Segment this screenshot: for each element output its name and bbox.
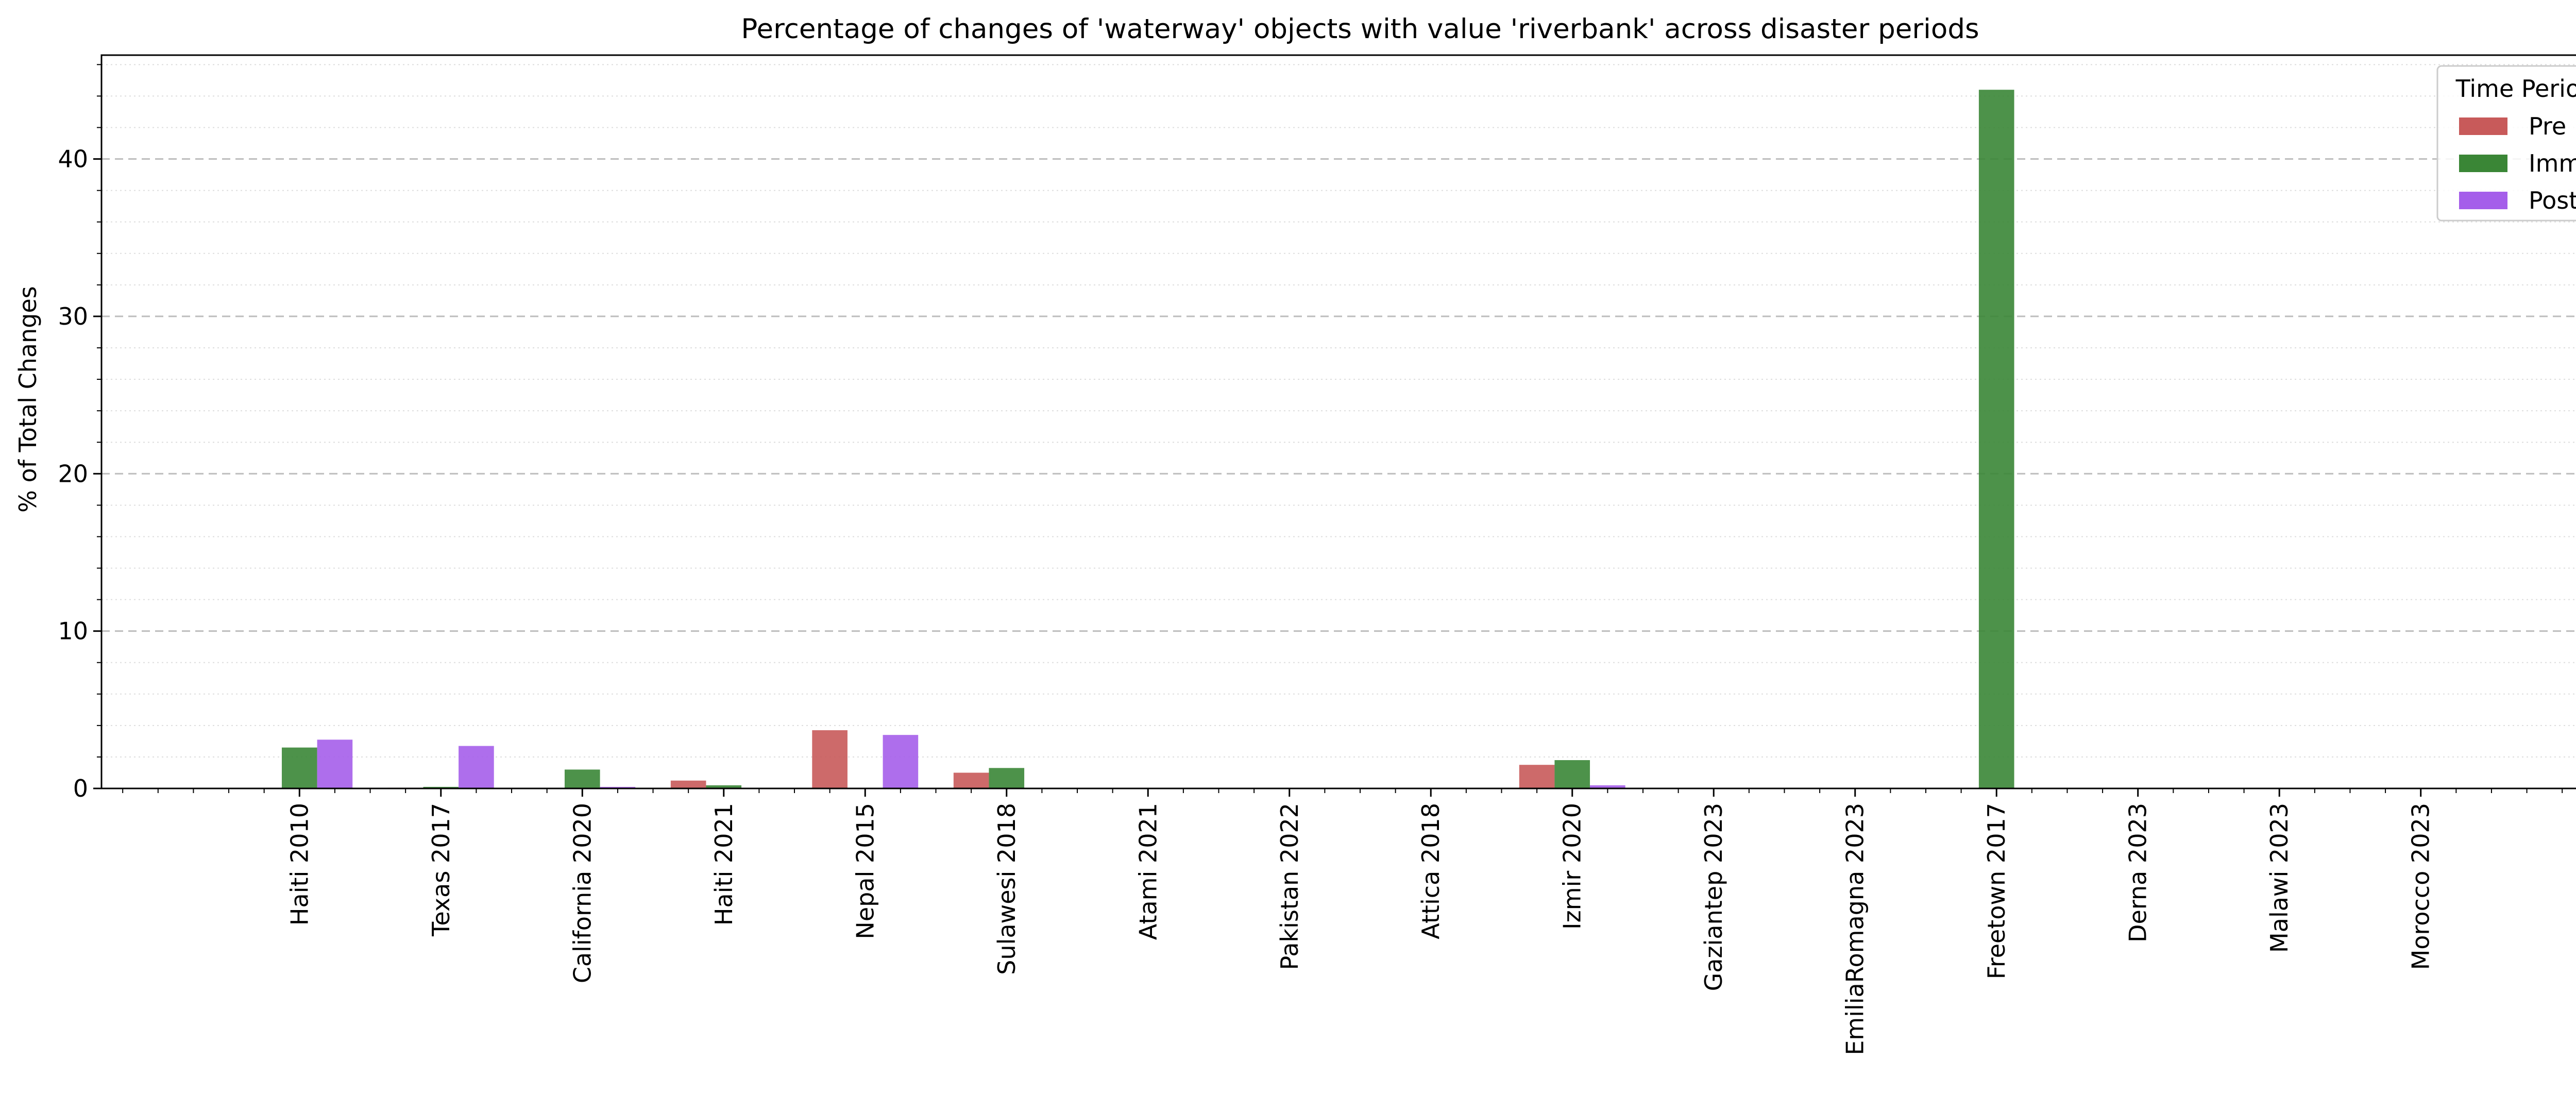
x-tick-label: Izmir 2020 — [1558, 803, 1586, 930]
x-tick-label: Derna 2023 — [2124, 803, 2152, 943]
x-tick-label: Nepal 2015 — [851, 803, 879, 939]
bar-pre — [670, 780, 706, 788]
legend-label-post: Post — [2529, 187, 2576, 214]
bar-pre — [812, 730, 848, 788]
bar-pre — [953, 772, 989, 788]
x-tick-label: Gaziantep 2023 — [1700, 803, 1727, 991]
bar-imm — [281, 747, 317, 788]
y-tick-label: 30 — [58, 302, 88, 330]
x-tick-label: Sulawesi 2018 — [993, 803, 1021, 975]
x-tick-label: Freetown 2017 — [1982, 803, 2010, 979]
x-tick-label: Attica 2018 — [1417, 803, 1445, 939]
bar-imm — [564, 769, 600, 788]
bar-imm — [423, 786, 459, 788]
x-tick-label: Texas 2017 — [427, 803, 455, 937]
x-tick-label: Malawi 2023 — [2265, 803, 2293, 953]
legend-title: Time Period — [2455, 75, 2576, 103]
bar-post — [317, 739, 353, 788]
x-tick-label: California 2020 — [568, 803, 596, 983]
y-axis-label: % of Total Changes — [14, 286, 42, 512]
ticks-layer: 0 10 20 30 40 Haiti 2010 Texas 2017 California … — [58, 64, 2563, 1055]
x-tick-label: EmiliaRomagna 2023 — [1841, 803, 1869, 1055]
bar-pre — [1519, 765, 1555, 788]
y-tick-label: 10 — [58, 617, 88, 645]
legend-swatch-post — [2459, 192, 2507, 209]
bar-post — [1590, 785, 1625, 788]
x-tick-label: Haiti 2021 — [710, 803, 738, 926]
bar-imm — [1978, 90, 2014, 788]
legend-label-pre: Pre — [2529, 112, 2566, 140]
x-tick-label: Haiti 2010 — [285, 803, 313, 926]
bar-post — [459, 746, 494, 788]
y-tick-label: 20 — [58, 460, 88, 487]
chart-title: Percentage of changes of 'waterway' obje… — [741, 13, 1979, 45]
legend-frame — [2436, 65, 2576, 222]
legend-swatch-pre — [2459, 117, 2507, 135]
grid-layer — [101, 64, 2576, 758]
legend: Time Period Pre Imm Post — [2436, 65, 2576, 222]
bar-imm — [1554, 760, 1590, 788]
x-tick-label: Pakistan 2022 — [1276, 803, 1303, 970]
y-tick-label: 40 — [58, 145, 88, 173]
x-tick-label: Atami 2021 — [1134, 803, 1162, 940]
bar-imm — [989, 768, 1025, 788]
bar-post — [883, 735, 919, 788]
x-tick-label: Morocco 2023 — [2407, 803, 2435, 970]
legend-label-imm: Imm — [2529, 149, 2576, 177]
bars-layer — [281, 90, 2014, 788]
bar-post — [600, 786, 636, 788]
y-tick-label: 0 — [73, 775, 88, 802]
bar-imm — [706, 785, 742, 788]
legend-swatch-imm — [2459, 155, 2507, 172]
